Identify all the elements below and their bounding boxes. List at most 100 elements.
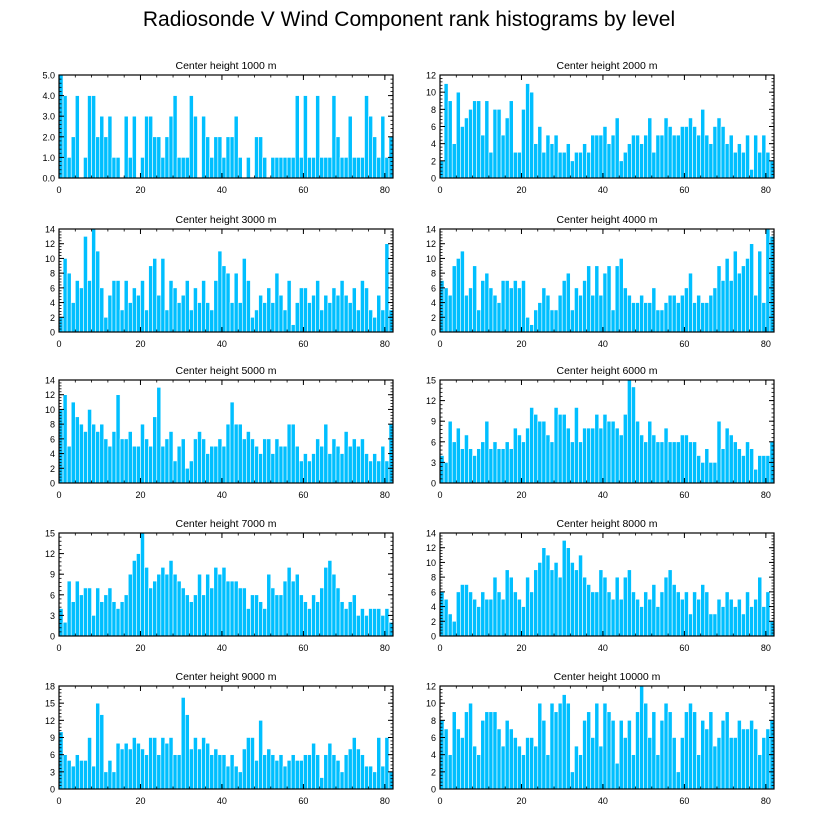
- bar: [745, 591, 750, 637]
- bar: [339, 601, 345, 637]
- bar: [720, 126, 726, 179]
- bar: [62, 258, 68, 333]
- bar: [659, 720, 665, 790]
- bar: [319, 157, 325, 179]
- x-tick-label: 80: [761, 490, 771, 500]
- bar: [578, 754, 583, 790]
- bar: [376, 294, 382, 333]
- bar: [168, 431, 174, 484]
- bar: [692, 126, 697, 179]
- bar: [201, 115, 206, 179]
- bar: [643, 441, 649, 484]
- bar: [335, 294, 341, 333]
- y-tick-label: 4.0: [42, 91, 55, 101]
- bar: [553, 134, 559, 179]
- panel-title: Center height 9000 m: [176, 671, 277, 683]
- bar: [659, 441, 665, 484]
- bar: [156, 754, 162, 790]
- bar: [537, 420, 543, 484]
- bar: [303, 601, 308, 637]
- y-tick-label: 15: [45, 529, 55, 539]
- bar: [311, 453, 316, 484]
- bar: [360, 280, 365, 333]
- bar: [58, 731, 64, 790]
- bar: [570, 441, 575, 484]
- bar: [712, 745, 718, 790]
- bar: [639, 434, 644, 484]
- bar: [294, 760, 300, 790]
- bar: [586, 265, 592, 333]
- bar: [315, 438, 320, 484]
- bar: [184, 467, 190, 484]
- bar: [221, 567, 227, 637]
- bar: [66, 272, 72, 333]
- bar: [136, 553, 141, 637]
- bar: [716, 598, 722, 637]
- bar: [347, 748, 353, 790]
- bar: [696, 754, 701, 790]
- bar: [343, 754, 349, 790]
- figure-title: Radiosonde V Wind Component rank histogr…: [142, 8, 676, 31]
- bar: [107, 445, 113, 484]
- bar: [351, 157, 357, 179]
- bar: [364, 95, 369, 179]
- x-tick-label: 40: [217, 339, 227, 349]
- bar: [708, 613, 714, 637]
- histogram-panel: Center height 10000 m 0 2 4 6 8 10 12 0 20 40 60 80: [426, 671, 775, 806]
- bar: [720, 280, 726, 333]
- bar: [164, 309, 170, 333]
- y-tick-label: 8: [50, 420, 55, 430]
- bar: [732, 250, 738, 333]
- bar: [127, 748, 133, 790]
- bar: [508, 576, 514, 637]
- bar: [339, 280, 345, 333]
- bar: [517, 745, 522, 790]
- bar: [180, 587, 186, 637]
- panel-title: Center height 8000 m: [557, 518, 658, 530]
- bar: [132, 445, 137, 484]
- panel-title: Center height 2000 m: [557, 60, 658, 72]
- bar: [761, 606, 767, 637]
- bar: [148, 265, 153, 333]
- bar: [286, 567, 292, 637]
- bar: [343, 294, 349, 333]
- x-tick-label: 80: [380, 643, 390, 653]
- bar: [327, 453, 333, 484]
- bar: [335, 760, 341, 790]
- bar: [455, 728, 461, 790]
- bar: [250, 438, 255, 484]
- bar: [639, 606, 644, 637]
- bar: [513, 427, 518, 484]
- bar: [769, 620, 775, 637]
- bar: [529, 407, 534, 484]
- bar: [70, 765, 76, 790]
- bar: [164, 573, 170, 637]
- bar: [176, 157, 182, 179]
- bar: [476, 606, 482, 637]
- bar: [168, 737, 174, 790]
- bar: [541, 287, 547, 333]
- y-tick-label: 8: [431, 269, 436, 279]
- bar: [529, 591, 534, 637]
- bar: [184, 157, 190, 179]
- bar: [290, 423, 296, 484]
- x-tick-label: 40: [217, 185, 227, 195]
- bar: [643, 591, 649, 637]
- bar: [578, 294, 583, 333]
- x-tick-label: 60: [679, 339, 689, 349]
- bar: [180, 157, 186, 179]
- bar: [447, 100, 453, 179]
- bar: [189, 95, 194, 179]
- bar: [376, 157, 382, 179]
- bar: [557, 576, 563, 637]
- bar: [749, 448, 754, 484]
- y-tick-label: 0: [431, 174, 436, 184]
- x-tick-label: 80: [380, 490, 390, 500]
- bar: [443, 287, 449, 333]
- bar: [598, 427, 604, 484]
- bar: [492, 711, 498, 790]
- bar: [647, 117, 653, 179]
- bar: [319, 445, 325, 484]
- bar: [241, 748, 247, 790]
- y-tick-label: 12: [426, 71, 436, 81]
